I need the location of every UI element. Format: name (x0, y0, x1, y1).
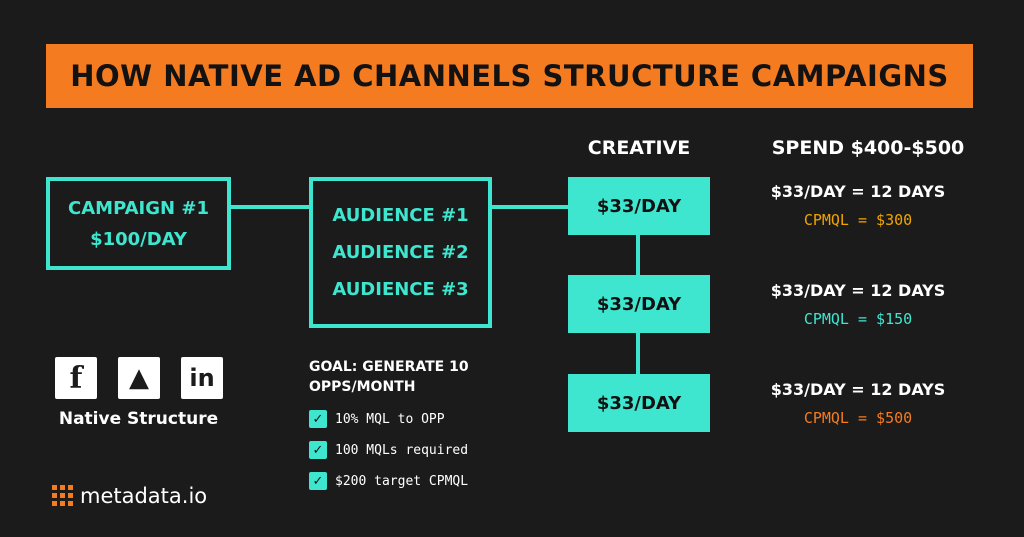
creative-header: CREATIVE (587, 137, 691, 159)
spend-line-2: $33/DAY = 12 DAYS (770, 281, 946, 300)
cpmql-3: CPMQL = $500 (803, 409, 913, 427)
logo-text: metadata.io (80, 484, 208, 508)
check-icon: ✓ (309, 410, 327, 428)
linkedin-icon: in (181, 357, 223, 399)
audience-box: AUDIENCE #1 AUDIENCE #2 AUDIENCE #3 (309, 177, 492, 328)
creative-box-1: $33/DAY (568, 177, 710, 235)
metadata-logo: metadata.io (52, 484, 207, 508)
creative-box-3: $33/DAY (568, 374, 710, 432)
audience-3: AUDIENCE #3 (332, 279, 469, 300)
spend-header: SPEND $400-$500 (771, 137, 965, 159)
check-icon: ✓ (309, 472, 327, 490)
cpmql-2: CPMQL = $150 (803, 310, 913, 328)
adroll-icon: ▲ (118, 357, 160, 399)
connector-campaign-audience (231, 205, 310, 209)
cpmql-1: CPMQL = $300 (803, 211, 913, 229)
campaign-box: CAMPAIGN #1 $100/DAY (46, 177, 231, 270)
goal-title: GOAL: GENERATE 10 OPPS/MONTH (309, 359, 469, 395)
goal-item: ✓ 100 MQLs required (309, 439, 468, 461)
title-banner: HOW NATIVE AD CHANNELS STRUCTURE CAMPAIG… (46, 44, 973, 108)
metadata-logo-icon (52, 485, 73, 506)
check-icon: ✓ (309, 441, 327, 459)
facebook-icon: f (55, 357, 97, 399)
native-structure-label: Native Structure (58, 409, 219, 429)
spend-line-3: $33/DAY = 12 DAYS (770, 380, 946, 399)
connector-audience-creative (492, 205, 568, 209)
goal-item: ✓ $200 target CPMQL (309, 470, 468, 492)
goal-item: ✓ 10% MQL to OPP (309, 408, 468, 430)
spend-line-1: $33/DAY = 12 DAYS (770, 182, 946, 201)
page-title: HOW NATIVE AD CHANNELS STRUCTURE CAMPAIG… (70, 59, 949, 93)
creative-box-2: $33/DAY (568, 275, 710, 333)
goal-list: ✓ 10% MQL to OPP ✓ 100 MQLs required ✓ $… (309, 408, 468, 492)
campaign-budget: $100/DAY (90, 228, 187, 250)
audience-1: AUDIENCE #1 (332, 205, 469, 226)
campaign-name: CAMPAIGN #1 (68, 197, 209, 219)
audience-2: AUDIENCE #2 (332, 242, 469, 263)
